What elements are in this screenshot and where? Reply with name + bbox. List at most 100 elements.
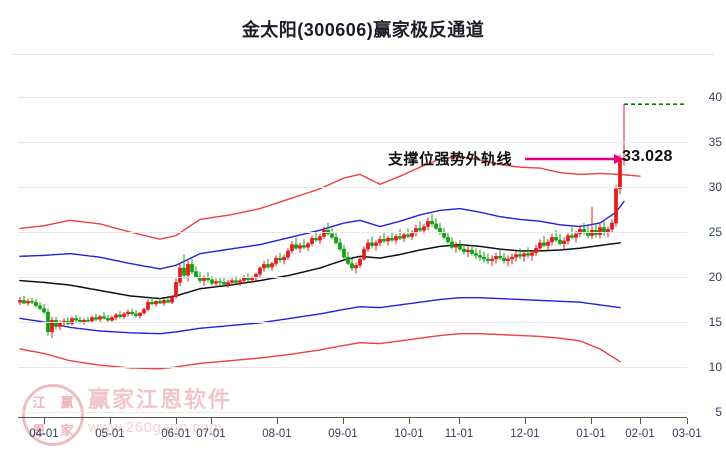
- candle-body: [262, 264, 266, 269]
- candle-body: [370, 242, 374, 246]
- candle-body: [238, 280, 242, 283]
- candle-body: [54, 319, 58, 327]
- candle-body: [86, 319, 90, 322]
- candle-body: [90, 317, 94, 322]
- candle-body: [378, 238, 382, 244]
- x-tick-10-01: [409, 418, 410, 424]
- candle-body: [302, 245, 306, 248]
- gridline-y-40: [18, 97, 687, 98]
- x-tick-06-01: [176, 418, 177, 424]
- y-tick-label-35: 35: [708, 135, 722, 149]
- candle-body: [502, 257, 506, 262]
- candle-body: [154, 301, 158, 305]
- candle-body: [98, 316, 102, 320]
- candle-body: [282, 256, 286, 261]
- gridline-y-30: [18, 187, 687, 188]
- x-tick-label-01-01: 01-01: [576, 428, 606, 440]
- candle-body: [266, 264, 270, 268]
- candle-body: [338, 242, 342, 250]
- x-tick-04-01: [44, 418, 45, 424]
- y-tick-label-10: 10: [708, 360, 722, 374]
- candle-body: [106, 318, 110, 321]
- candle-body: [130, 311, 134, 315]
- candle-body: [494, 256, 498, 260]
- candle-body: [446, 237, 450, 243]
- candle-body: [30, 301, 34, 303]
- gridline-y-15: [18, 322, 687, 323]
- candle-body: [554, 237, 558, 241]
- candle-body: [122, 313, 126, 317]
- candle-body: [38, 305, 42, 309]
- y-tick-label-25: 25: [708, 225, 722, 239]
- candle-body: [538, 242, 542, 249]
- candle-body: [478, 255, 482, 258]
- current-price-tag: 33.028: [622, 148, 673, 165]
- candle-body: [58, 322, 62, 327]
- candle-body: [578, 229, 582, 235]
- candle-body: [550, 237, 554, 243]
- support-arrow: [525, 154, 624, 164]
- band-inner-upper: [19, 200, 625, 270]
- candle-body: [422, 226, 426, 231]
- candle-body: [326, 229, 330, 235]
- candle-body: [18, 300, 22, 303]
- candle-body: [202, 277, 206, 281]
- candle-body: [210, 279, 214, 284]
- candle-body: [114, 314, 118, 318]
- candle-body: [334, 237, 338, 244]
- candle-body: [102, 316, 106, 319]
- y-tick-label-20: 20: [708, 270, 722, 284]
- candle-body: [362, 248, 366, 260]
- candle-body: [354, 265, 358, 269]
- candle-body: [150, 301, 154, 305]
- x-tick-label-07-01: 07-01: [196, 428, 226, 440]
- candle-body: [510, 256, 514, 260]
- candle-body: [306, 243, 310, 248]
- candle-body: [170, 296, 174, 303]
- candle-body: [270, 263, 274, 268]
- candle-body: [566, 235, 570, 242]
- candle-body: [94, 317, 98, 320]
- candle-body: [350, 263, 354, 269]
- candle-body: [358, 258, 362, 266]
- candle-body: [418, 228, 422, 231]
- candle-body: [190, 264, 194, 272]
- candle-body: [26, 301, 30, 304]
- gridline-y-20: [18, 277, 687, 278]
- x-tick-label-02-01: 02-01: [625, 428, 655, 440]
- band-outer-lower: [19, 333, 621, 370]
- candle-body: [258, 267, 262, 275]
- candle-body: [322, 229, 326, 237]
- candle-body: [134, 313, 138, 316]
- candle-body: [330, 233, 334, 238]
- page-title: 金太阳(300606)赢家极反通道: [241, 20, 485, 40]
- candle-body: [374, 242, 378, 246]
- candle-body: [214, 281, 218, 284]
- candle-body: [462, 248, 466, 253]
- candle-body: [522, 253, 526, 257]
- x-tick-label-06-01: 06-01: [161, 428, 191, 440]
- candle-body: [298, 245, 302, 249]
- candle-body: [526, 253, 530, 256]
- support-line-annotation: 支撑位强势外轨线: [388, 151, 513, 168]
- gridline-y-25: [18, 232, 687, 233]
- candle-body: [234, 280, 238, 283]
- gridline-y-10: [18, 367, 687, 368]
- y-tick-label-15: 15: [708, 315, 722, 329]
- x-tick-label-09-01: 09-01: [328, 428, 358, 440]
- candle-body: [450, 241, 454, 248]
- band-middle-line: [19, 242, 621, 300]
- x-tick-12-01: [525, 418, 526, 424]
- candle-body: [110, 317, 114, 321]
- x-tick-label-04-01: 04-01: [29, 428, 59, 440]
- candle-body: [50, 319, 54, 333]
- candle-body: [518, 254, 522, 257]
- candle-body: [342, 248, 346, 258]
- x-tick-02-01: [640, 418, 641, 424]
- candle-body: [506, 258, 510, 262]
- candle-body: [574, 233, 578, 238]
- x-tick-label-10-01: 10-01: [394, 428, 424, 440]
- candle-body: [142, 309, 146, 314]
- candle-body: [490, 258, 494, 262]
